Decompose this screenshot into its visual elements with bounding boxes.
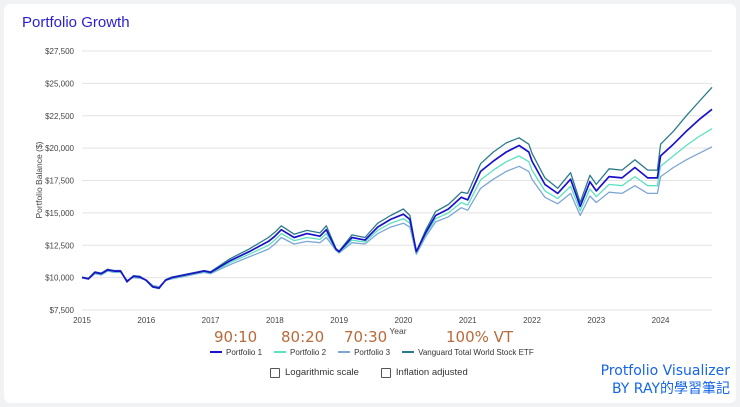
- watermark-line-2: BY RAY的學習筆記: [601, 380, 730, 398]
- x-tick-label: 2024: [652, 316, 670, 325]
- x-tick-label: 2016: [137, 316, 155, 325]
- series-line-portfolio-1: [82, 109, 712, 288]
- legend-label: Portfolio 1: [226, 348, 262, 357]
- series-line-portfolio-2: [82, 129, 712, 288]
- y-tick-label: $22,500: [45, 112, 74, 121]
- watermark-line-1: Protfolio Visualizer: [601, 362, 730, 380]
- y-tick-label: $10,000: [45, 274, 74, 283]
- chart-legend: Portfolio 1 Portfolio 2 Portfolio 3 Vang…: [210, 344, 534, 360]
- y-tick-label: $27,500: [45, 47, 74, 56]
- logarithmic-scale-checkbox[interactable]: [270, 368, 280, 378]
- inflation-adjusted-label: Inflation adjusted: [396, 367, 468, 378]
- x-tick-label: 2017: [202, 316, 220, 325]
- x-tick-label: 2019: [330, 316, 348, 325]
- chart-options: Logarithmic scale Inflation adjusted: [270, 367, 468, 378]
- x-tick-label: 2023: [587, 316, 605, 325]
- y-tick-label: $20,000: [45, 144, 74, 153]
- y-tick-label: $25,000: [45, 79, 74, 88]
- x-tick-label: 2018: [266, 316, 284, 325]
- x-tick-label: 2022: [523, 316, 541, 325]
- x-tick-label: 2015: [73, 316, 91, 325]
- legend-label: Portfolio 3: [354, 348, 390, 357]
- legend-swatch: [210, 351, 222, 353]
- x-axis-title: Year: [389, 326, 406, 336]
- inflation-adjusted-checkbox[interactable]: [381, 368, 391, 378]
- x-tick-label: 2021: [459, 316, 477, 325]
- y-tick-label: $7,500: [50, 306, 75, 315]
- logarithmic-scale-option[interactable]: Logarithmic scale: [270, 367, 359, 378]
- legend-item-portfolio-3[interactable]: Portfolio 3: [338, 348, 390, 357]
- legend-swatch: [338, 351, 350, 353]
- legend-swatch: [274, 351, 286, 353]
- series-line-vanguard-total-world-stock-etf: [82, 87, 712, 288]
- legend-item-vt-etf[interactable]: Vanguard Total World Stock ETF: [402, 348, 534, 357]
- x-tick-label: 2020: [395, 316, 413, 325]
- y-axis-title: Portfolio Balance ($): [34, 141, 44, 218]
- legend-label: Portfolio 2: [290, 348, 326, 357]
- watermark: Protfolio Visualizer BY RAY的學習筆記: [601, 362, 730, 398]
- legend-item-portfolio-1[interactable]: Portfolio 1: [210, 348, 262, 357]
- y-tick-label: $15,000: [45, 209, 74, 218]
- legend-label: Vanguard Total World Stock ETF: [418, 348, 534, 357]
- legend-item-portfolio-2[interactable]: Portfolio 2: [274, 348, 326, 357]
- inflation-adjusted-option[interactable]: Inflation adjusted: [381, 367, 468, 378]
- legend-swatch: [402, 351, 414, 353]
- logarithmic-scale-label: Logarithmic scale: [285, 367, 359, 378]
- y-tick-label: $12,500: [45, 241, 74, 250]
- y-tick-label: $17,500: [45, 177, 74, 186]
